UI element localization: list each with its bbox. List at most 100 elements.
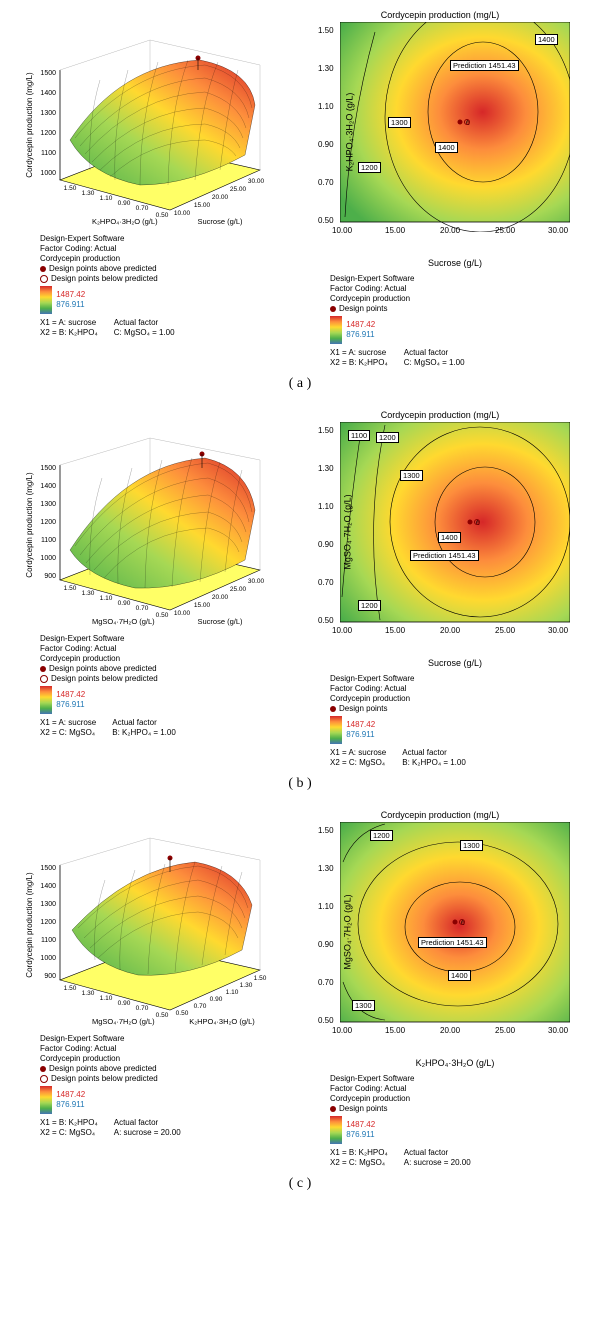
colorbar-min: 876.911 xyxy=(56,1100,84,1109)
colorbar-max: 1487.42 xyxy=(346,1120,375,1129)
actual-factor-a: C: MgSO₄ = 1.00 xyxy=(114,328,175,338)
c1300c2: 1300 xyxy=(352,1000,375,1011)
svg-text:10.00: 10.00 xyxy=(174,610,191,617)
legend-coding: Factor Coding: Actual xyxy=(40,244,290,254)
legend-above: Design points above predicted xyxy=(49,1064,157,1073)
svg-text:30.00: 30.00 xyxy=(248,178,265,185)
colorbar-max: 1487.42 xyxy=(346,320,375,329)
contour-title-b: Cordycepin production (mg/L) xyxy=(300,410,580,420)
svg-text:1.50: 1.50 xyxy=(254,975,267,982)
dot-filled-icon xyxy=(330,706,336,712)
legend-points2d: Design points xyxy=(339,1104,387,1113)
dot-open-icon xyxy=(40,675,48,683)
svg-text:25.00: 25.00 xyxy=(230,586,247,593)
svg-text:1100: 1100 xyxy=(41,537,56,544)
panel-a-3d: 1000 1100 1200 1300 1400 1500 Cordycepin… xyxy=(10,10,290,368)
svg-text:1.10: 1.10 xyxy=(100,195,113,202)
svg-text:1.30: 1.30 xyxy=(82,590,95,597)
svg-text:1.10: 1.10 xyxy=(100,995,113,1002)
xtick: 20.00 xyxy=(440,226,460,235)
svg-text:1.10: 1.10 xyxy=(226,989,239,996)
svg-text:25.00: 25.00 xyxy=(230,186,247,193)
legend-response: Cordycepin production xyxy=(40,654,290,664)
colorbar-icon xyxy=(330,316,342,344)
c1400: 1400 xyxy=(438,532,461,543)
svg-text:20.00: 20.00 xyxy=(212,594,229,601)
c1300: 1300 xyxy=(400,470,423,481)
xtick: 30.00 xyxy=(548,1026,568,1035)
x1-def-c2: X1 = B: K₂HPO₄ xyxy=(330,1148,388,1158)
colorbar-min: 876.911 xyxy=(346,330,374,339)
contour-1200: 1200 xyxy=(358,162,381,173)
panel-c-row: 9001000 11001200 13001400 1500 Cordycepi… xyxy=(10,810,590,1168)
legend-response: Cordycepin production xyxy=(40,254,290,264)
legend-response: Cordycepin production xyxy=(40,1054,290,1064)
svg-text:1500: 1500 xyxy=(40,70,56,77)
xtick: 10.00 xyxy=(332,226,352,235)
svg-text:1.50: 1.50 xyxy=(64,985,77,992)
colorbar-max: 1487.42 xyxy=(346,720,375,729)
ytick: 0.50 xyxy=(318,1016,334,1025)
xlabel-2d-b: Sucrose (g/L) xyxy=(428,658,482,668)
svg-text:0.90: 0.90 xyxy=(118,1000,131,1007)
ytick: 1.50 xyxy=(318,826,334,835)
x1-def-b: X1 = A: sucrose xyxy=(40,718,96,728)
x2-axis-3d-c: K₂HPO₄·3H₂O (g/L) xyxy=(189,1017,255,1026)
x2-def-a2: X2 = B: K₂HPO₄ xyxy=(330,358,388,368)
ytick: 0.50 xyxy=(318,616,334,625)
svg-text:1400: 1400 xyxy=(40,483,56,490)
dot-filled-icon xyxy=(40,666,46,672)
panel-a-row: 1000 1100 1200 1300 1400 1500 Cordycepin… xyxy=(10,10,590,368)
svg-text:1200: 1200 xyxy=(40,919,56,926)
legend-software: Design-Expert Software xyxy=(330,274,580,284)
legend-coding: Factor Coding: Actual xyxy=(330,684,580,694)
svg-text:1.30: 1.30 xyxy=(240,982,253,989)
ytick: 1.10 xyxy=(318,102,334,111)
svg-text:1200: 1200 xyxy=(40,519,56,526)
svg-text:0.50: 0.50 xyxy=(156,212,169,219)
x2-def-c: X2 = C: MgSO₄ xyxy=(40,1128,98,1138)
af-label-b2: Actual factor xyxy=(402,748,466,758)
contour-title-c: Cordycepin production (mg/L) xyxy=(300,810,580,820)
panel-a-2d: Cordycepin production (mg/L) xyxy=(300,10,580,368)
zaxis-label-b: Cordycepin production (mg/L) xyxy=(25,472,34,578)
ytick: 1.10 xyxy=(318,902,334,911)
svg-text:0.50: 0.50 xyxy=(156,1012,169,1019)
legend-software: Design-Expert Software xyxy=(330,1074,580,1084)
legend-coding: Factor Coding: Actual xyxy=(40,1044,290,1054)
legend-3d-c: Design-Expert Software Factor Coding: Ac… xyxy=(10,1034,290,1138)
legend-software: Design-Expert Software xyxy=(40,634,290,644)
xtick: 25.00 xyxy=(495,626,515,635)
xtick: 10.00 xyxy=(332,626,352,635)
dot-open-icon xyxy=(40,1075,48,1083)
legend-2d-b: Design-Expert Software Factor Coding: Ac… xyxy=(300,674,580,768)
dot-filled-icon xyxy=(40,266,46,272)
legend-above: Design points above predicted xyxy=(49,664,157,673)
ytick: 1.30 xyxy=(318,64,334,73)
legend-2d-c: Design-Expert Software Factor Coding: Ac… xyxy=(300,1074,580,1168)
xtick: 15.00 xyxy=(385,626,405,635)
colorbar-max: 1487.42 xyxy=(56,1090,85,1099)
x2-def-b: X2 = C: MgSO₄ xyxy=(40,728,96,738)
x1-axis-3d-c: MgSO₄·7H₂O (g/L) xyxy=(92,1017,155,1026)
x2-def-c2: X2 = C: MgSO₄ xyxy=(330,1158,388,1168)
surface3d-b: 9001000 11001200 13001400 1500 Cordycepi… xyxy=(20,410,280,630)
legend-software: Design-Expert Software xyxy=(330,674,580,684)
xtick: 25.00 xyxy=(495,1026,515,1035)
af-label-c: Actual factor xyxy=(114,1118,181,1128)
af-label-a2: Actual factor xyxy=(404,348,465,358)
svg-text:1500: 1500 xyxy=(40,465,56,472)
svg-text:0.70: 0.70 xyxy=(194,1003,207,1010)
af-b2: B: K₂HPO₄ = 1.00 xyxy=(402,758,466,768)
dot-open-icon xyxy=(40,275,48,283)
ytick: 1.30 xyxy=(318,464,334,473)
legend-above: Design points above predicted xyxy=(49,264,157,273)
legend-coding: Factor Coding: Actual xyxy=(330,284,580,294)
svg-text:1000: 1000 xyxy=(40,170,56,177)
x1-def-a2: X1 = A: sucrose xyxy=(330,348,388,358)
xtick: 15.00 xyxy=(385,1026,405,1035)
colorbar-icon xyxy=(40,686,52,714)
svg-text:1000: 1000 xyxy=(40,555,56,562)
c1200a: 1200 xyxy=(376,432,399,443)
svg-text:15.00: 15.00 xyxy=(194,602,211,609)
